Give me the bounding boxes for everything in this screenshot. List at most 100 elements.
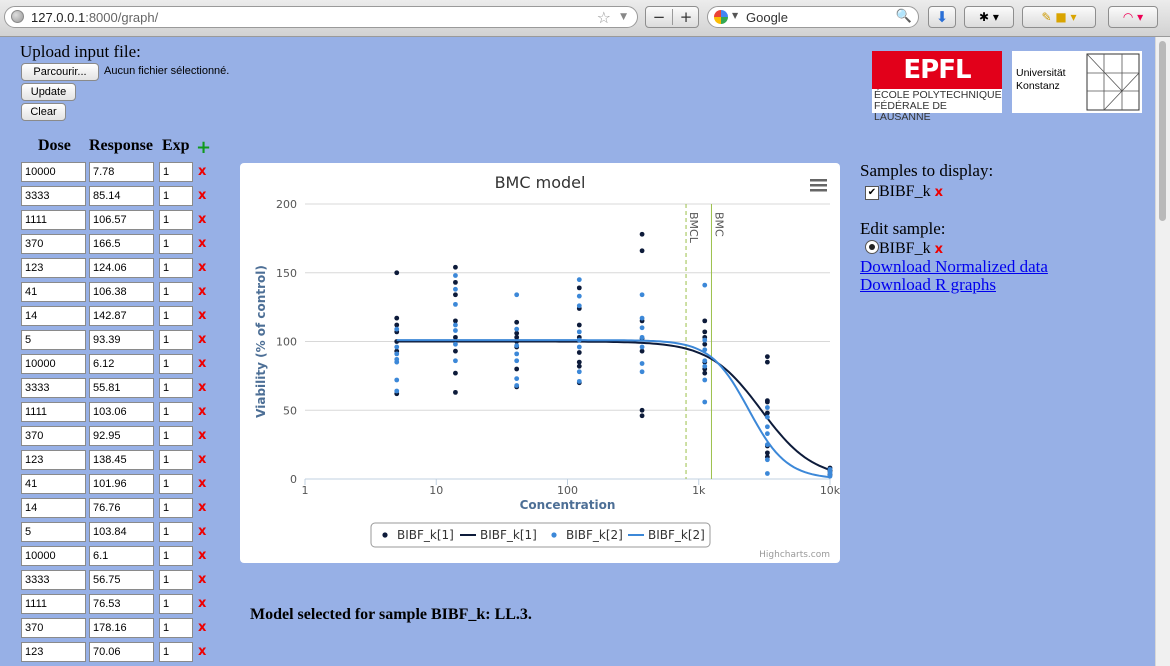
exp-input[interactable]: 1: [159, 234, 193, 254]
delete-row-icon[interactable]: x: [198, 356, 207, 371]
dose-input[interactable]: 14: [21, 306, 86, 326]
response-input[interactable]: 6.1: [89, 546, 154, 566]
search-placeholder[interactable]: Google: [746, 10, 788, 25]
delete-row-icon[interactable]: x: [198, 380, 207, 395]
zoom-out-button[interactable]: −: [652, 8, 666, 26]
extension-button-2[interactable]: ✎ ■ ▾: [1022, 6, 1096, 28]
exp-input[interactable]: 1: [159, 402, 193, 422]
exp-input[interactable]: 1: [159, 546, 193, 566]
response-input[interactable]: 138.45: [89, 450, 154, 470]
dose-input[interactable]: 123: [21, 642, 86, 662]
sample-checkbox[interactable]: ✔: [865, 186, 879, 200]
search-icon[interactable]: 🔍: [895, 9, 912, 24]
exp-input[interactable]: 1: [159, 618, 193, 638]
exp-input[interactable]: 1: [159, 378, 193, 398]
response-input[interactable]: 106.57: [89, 210, 154, 230]
response-input[interactable]: 124.06: [89, 258, 154, 278]
dose-input[interactable]: 10000: [21, 546, 86, 566]
delete-row-icon[interactable]: x: [198, 476, 207, 491]
browse-file-button[interactable]: Parcourir...: [21, 63, 99, 81]
delete-edit-sample-icon[interactable]: x: [934, 242, 943, 257]
response-input[interactable]: 76.76: [89, 498, 154, 518]
dose-input[interactable]: 5: [21, 522, 86, 542]
delete-row-icon[interactable]: x: [198, 644, 207, 659]
response-input[interactable]: 92.95: [89, 426, 154, 446]
exp-input[interactable]: 1: [159, 426, 193, 446]
exp-input[interactable]: 1: [159, 354, 193, 374]
delete-row-icon[interactable]: x: [198, 500, 207, 515]
delete-row-icon[interactable]: x: [198, 212, 207, 227]
dose-input[interactable]: 3333: [21, 570, 86, 590]
delete-row-icon[interactable]: x: [198, 236, 207, 251]
search-bar[interactable]: ▼ Google 🔍: [707, 6, 919, 28]
hamburger-menu-icon[interactable]: [810, 179, 827, 192]
address-bar[interactable]: 127.0.0.1:8000/graph/ ☆ ▼: [4, 6, 638, 28]
delete-row-icon[interactable]: x: [198, 572, 207, 587]
dose-input[interactable]: 123: [21, 258, 86, 278]
response-input[interactable]: 101.96: [89, 474, 154, 494]
exp-input[interactable]: 1: [159, 474, 193, 494]
response-input[interactable]: 76.53: [89, 594, 154, 614]
download-r-graphs-link[interactable]: Download R graphs: [860, 275, 996, 294]
exp-input[interactable]: 1: [159, 210, 193, 230]
exp-input[interactable]: 1: [159, 306, 193, 326]
delete-row-icon[interactable]: x: [198, 524, 207, 539]
response-input[interactable]: 85.14: [89, 186, 154, 206]
response-input[interactable]: 178.16: [89, 618, 154, 638]
delete-row-icon[interactable]: x: [198, 596, 207, 611]
delete-row-icon[interactable]: x: [198, 428, 207, 443]
delete-row-icon[interactable]: x: [198, 284, 207, 299]
delete-row-icon[interactable]: x: [198, 308, 207, 323]
response-input[interactable]: 106.38: [89, 282, 154, 302]
exp-input[interactable]: 1: [159, 642, 193, 662]
scrollbar-thumb[interactable]: [1159, 41, 1166, 221]
dose-input[interactable]: 5: [21, 330, 86, 350]
url-text[interactable]: 127.0.0.1:8000/graph/: [31, 10, 158, 25]
exp-input[interactable]: 1: [159, 450, 193, 470]
response-input[interactable]: 93.39: [89, 330, 154, 350]
search-engine-dropdown-icon[interactable]: ▼: [732, 11, 739, 20]
dose-input[interactable]: 1111: [21, 402, 86, 422]
exp-input[interactable]: 1: [159, 162, 193, 182]
dose-input[interactable]: 370: [21, 234, 86, 254]
dose-input[interactable]: 10000: [21, 354, 86, 374]
dose-input[interactable]: 123: [21, 450, 86, 470]
delete-row-icon[interactable]: x: [198, 188, 207, 203]
dose-input[interactable]: 41: [21, 282, 86, 302]
extension-button-3[interactable]: ◠ ▾: [1108, 6, 1158, 28]
response-input[interactable]: 142.87: [89, 306, 154, 326]
zoom-in-button[interactable]: +: [679, 8, 693, 26]
exp-input[interactable]: 1: [159, 522, 193, 542]
google-icon[interactable]: [714, 10, 728, 24]
page-scrollbar[interactable]: [1155, 37, 1170, 666]
response-input[interactable]: 55.81: [89, 378, 154, 398]
extension-button-1[interactable]: ✱ ▾: [964, 6, 1014, 28]
exp-input[interactable]: 1: [159, 186, 193, 206]
dose-input[interactable]: 370: [21, 618, 86, 638]
exp-input[interactable]: 1: [159, 330, 193, 350]
dose-input[interactable]: 1111: [21, 210, 86, 230]
downloads-button[interactable]: ⬇: [928, 6, 956, 28]
dose-input[interactable]: 41: [21, 474, 86, 494]
dose-input[interactable]: 370: [21, 426, 86, 446]
response-input[interactable]: 70.06: [89, 642, 154, 662]
response-input[interactable]: 56.75: [89, 570, 154, 590]
dose-input[interactable]: 3333: [21, 186, 86, 206]
clear-button[interactable]: Clear: [21, 103, 66, 121]
delete-row-icon[interactable]: x: [198, 260, 207, 275]
delete-row-icon[interactable]: x: [198, 620, 207, 635]
sample-radio[interactable]: [865, 240, 879, 254]
response-input[interactable]: 7.78: [89, 162, 154, 182]
dose-input[interactable]: 1111: [21, 594, 86, 614]
response-input[interactable]: 103.84: [89, 522, 154, 542]
delete-row-icon[interactable]: x: [198, 332, 207, 347]
delete-row-icon[interactable]: x: [198, 404, 207, 419]
update-button[interactable]: Update: [21, 83, 76, 101]
delete-row-icon[interactable]: x: [198, 548, 207, 563]
delete-row-icon[interactable]: x: [198, 452, 207, 467]
dose-input[interactable]: 14: [21, 498, 86, 518]
dose-input[interactable]: 3333: [21, 378, 86, 398]
delete-row-icon[interactable]: x: [198, 164, 207, 179]
exp-input[interactable]: 1: [159, 282, 193, 302]
delete-sample-icon[interactable]: x: [934, 185, 943, 200]
